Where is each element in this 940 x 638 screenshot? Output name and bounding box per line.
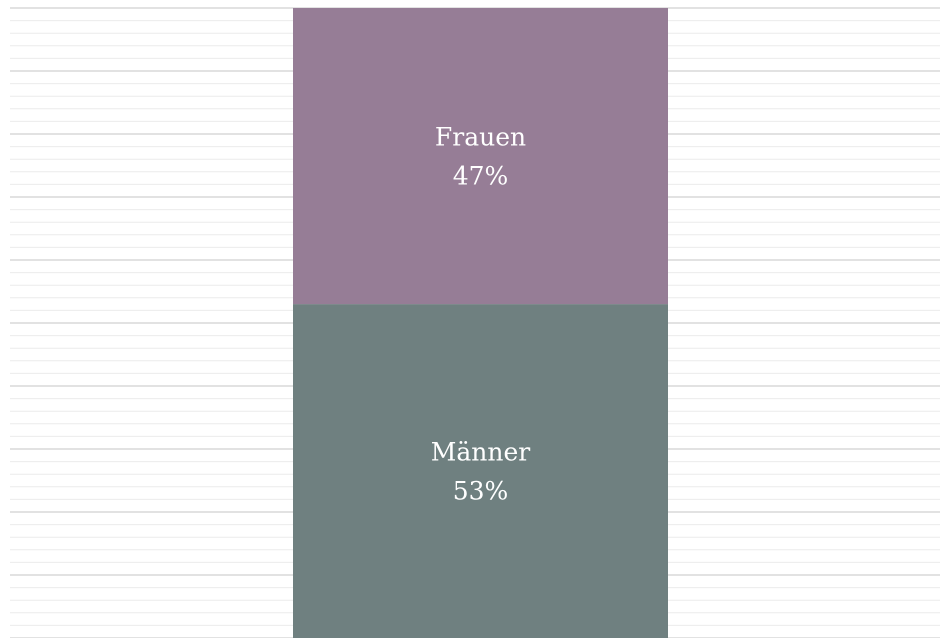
bar-segment [293, 8, 668, 305]
segment-name: Männer [431, 438, 531, 467]
data-label: 53% [453, 477, 509, 506]
data-label: 47% [453, 162, 509, 191]
bar-segment [293, 304, 668, 638]
segment-name: Frauen [435, 123, 526, 152]
